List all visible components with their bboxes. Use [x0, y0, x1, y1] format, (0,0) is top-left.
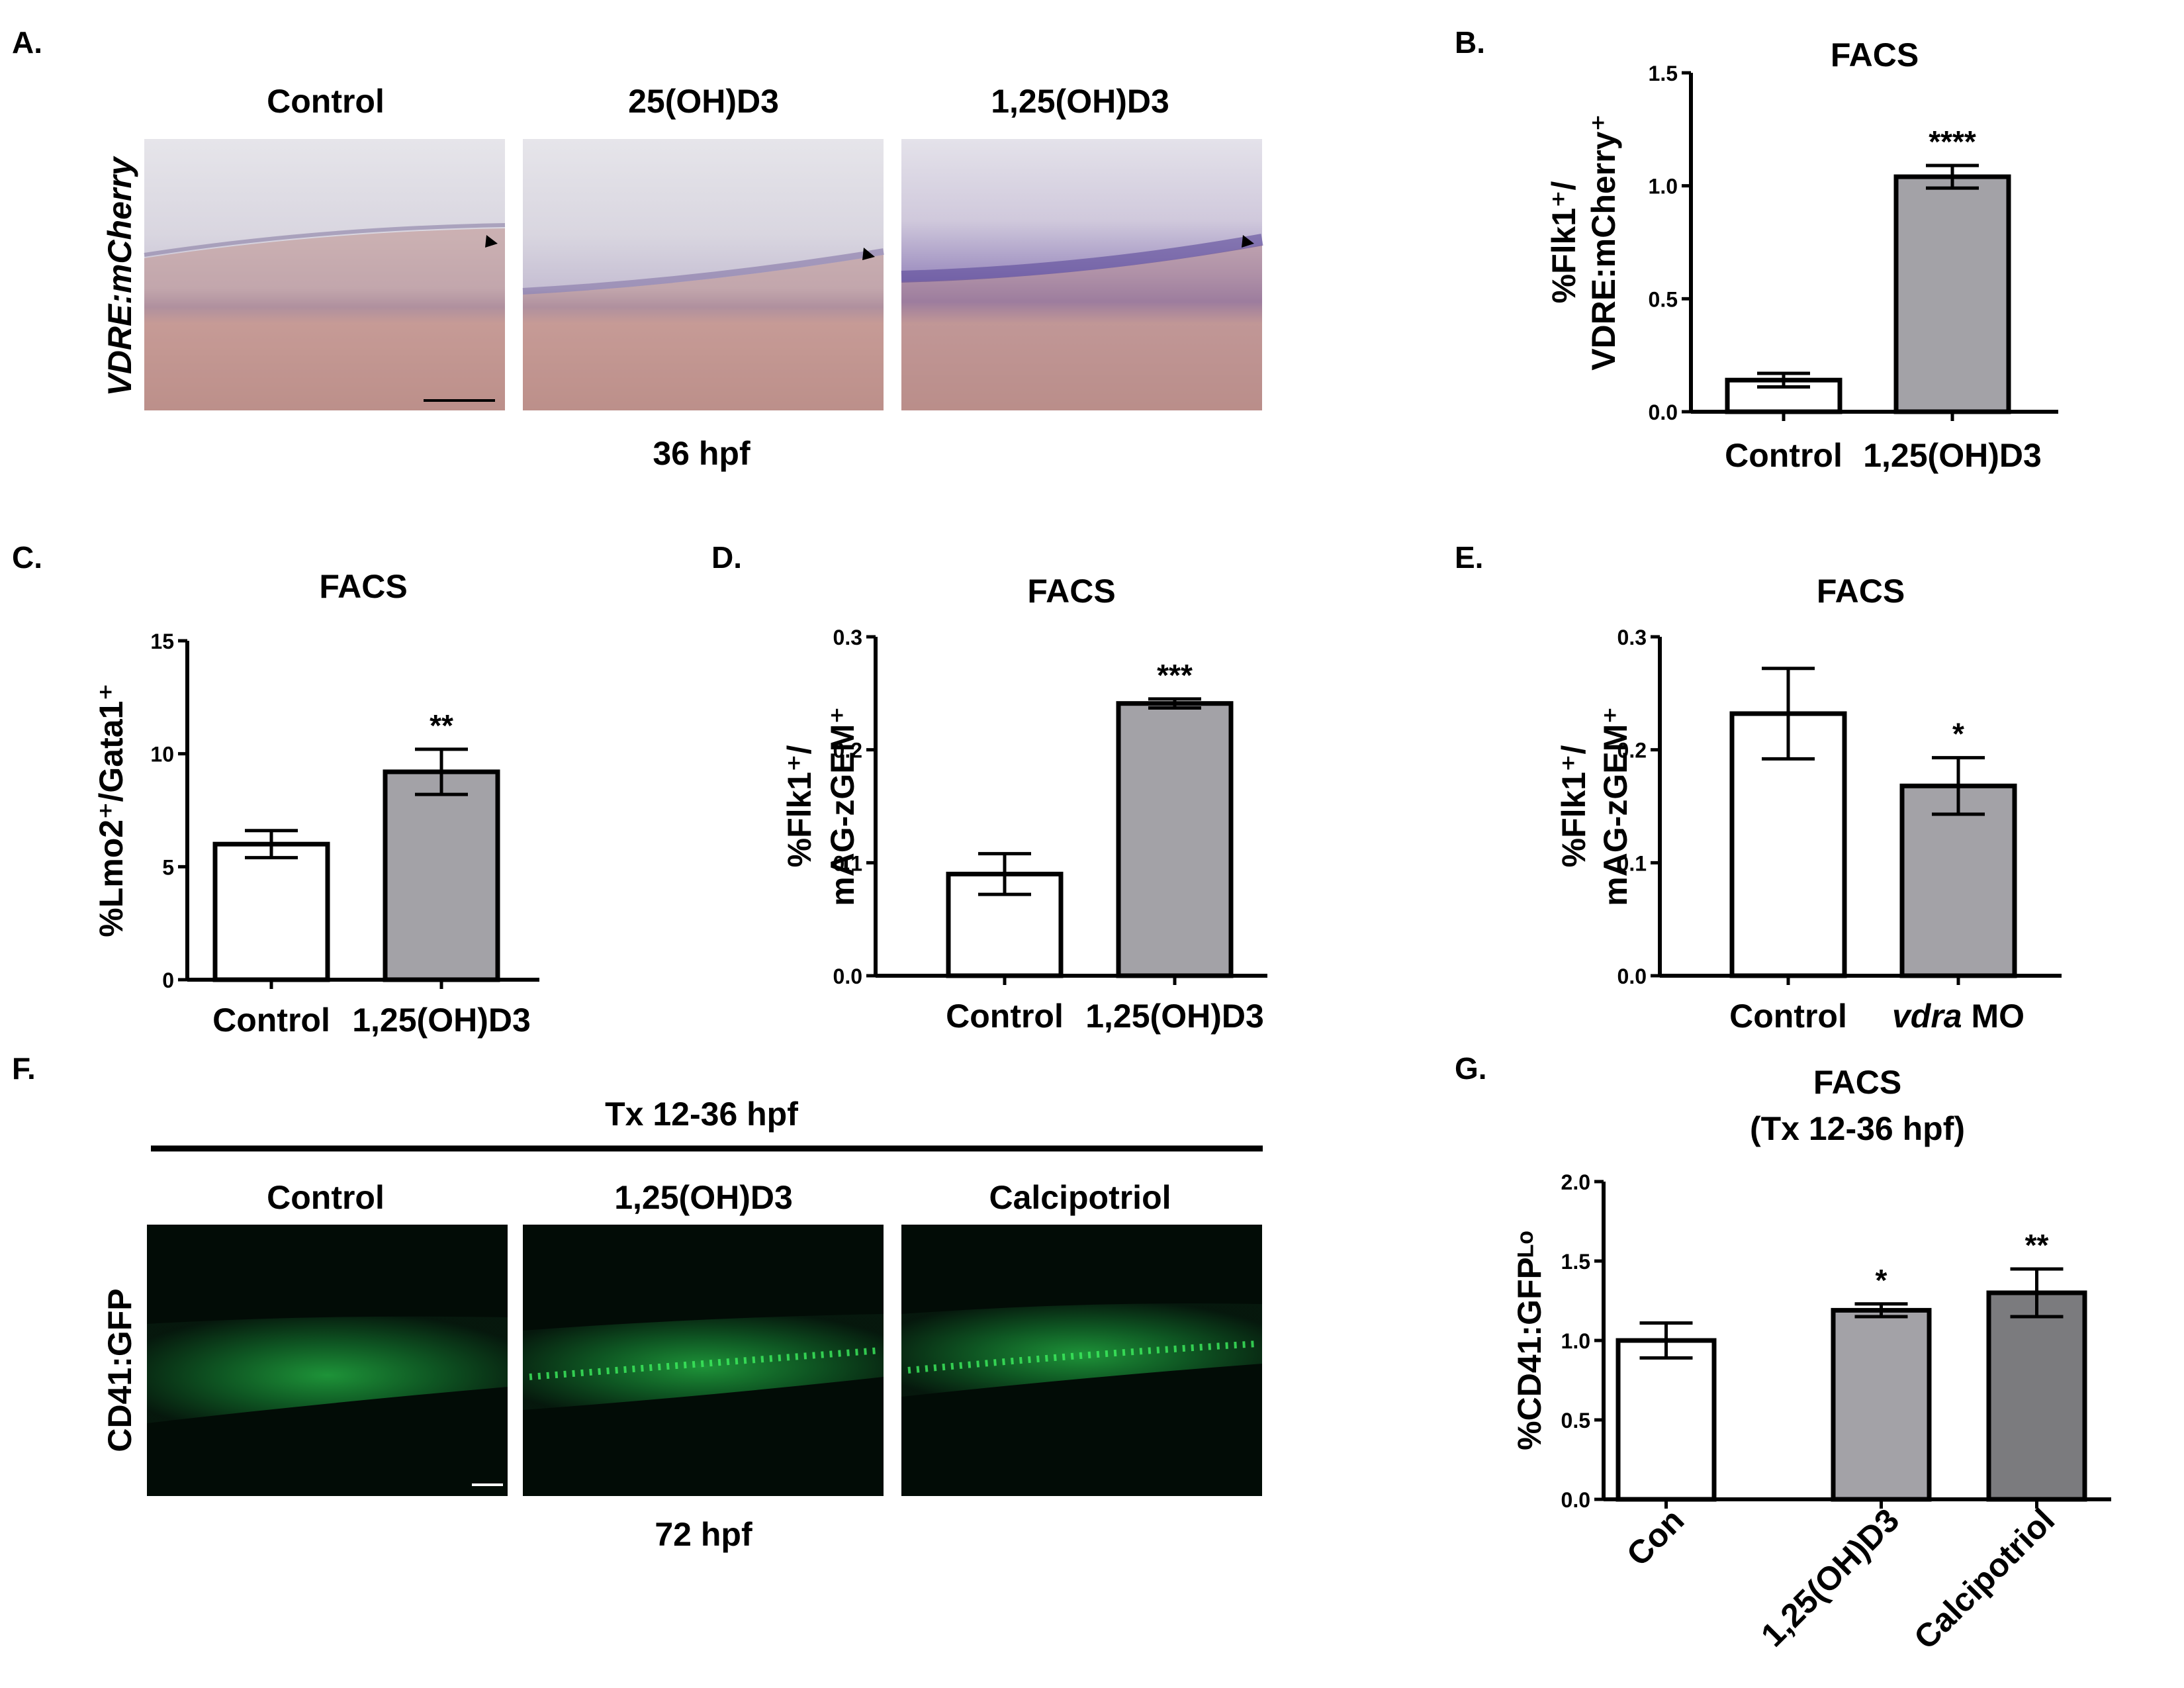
y-tick-label: 1.5 — [1649, 62, 1678, 85]
y-axis-label: %Flk1⁺/ — [1555, 745, 1592, 868]
y-axis-label: %Flk1⁺/ — [1545, 181, 1582, 304]
category-label: Con — [1619, 1501, 1691, 1573]
y-tick-label: 0.3 — [1617, 626, 1647, 649]
y-tick-label: 1.0 — [1561, 1329, 1590, 1353]
fluorescence-image — [901, 1225, 1262, 1496]
column-header: Control — [267, 83, 385, 120]
category-label: Calcipotriol — [1907, 1501, 2062, 1656]
chart-title: FACS — [1817, 573, 1905, 610]
bar — [1116, 701, 1234, 978]
bar-chart-b: FACS %Flk1⁺/VDRE:mCherry⁺ Control **** 1,25(… — [1545, 36, 2058, 474]
bar-chart-d: FACS %Flk1⁺/mAG-zGEM⁺ Control *** 1,25(OH)D3… — [781, 573, 1267, 1035]
category-label: Control — [946, 998, 1064, 1035]
category-label: 1,25(OH)D3 — [1863, 437, 2042, 474]
column-header: Calcipotriol — [989, 1179, 1171, 1216]
significance-label: * — [1876, 1263, 1888, 1297]
bar — [1986, 1290, 2087, 1502]
category-label: Control — [212, 1002, 330, 1039]
column-header: 1,25(OH)D3 — [991, 83, 1169, 120]
stage-label: 72 hpf — [655, 1516, 752, 1553]
panel-letter: A. — [12, 25, 42, 60]
y-axis-label: %Flk1⁺/ — [781, 745, 818, 868]
y-tick-label: 0.5 — [1561, 1409, 1590, 1432]
y-axis-label: mAG-zGEM⁺ — [824, 706, 861, 906]
y-tick-label: 0.0 — [1649, 400, 1678, 424]
row-label: VDRE:mCherry — [101, 156, 138, 396]
treatment-label: Tx 12-36 hpf — [605, 1096, 798, 1133]
y-tick-label: 15 — [150, 630, 174, 653]
panel-letter: G. — [1455, 1051, 1487, 1086]
panel-letter: D. — [711, 540, 742, 575]
y-tick-label: 0 — [162, 968, 174, 992]
y-tick-label: 0.0 — [1617, 964, 1647, 988]
panel-letter: E. — [1455, 540, 1483, 575]
column-header: Control — [267, 1179, 385, 1216]
y-tick-label: 1.0 — [1649, 175, 1678, 199]
significance-label: *** — [1157, 658, 1193, 692]
significance-label: **** — [1929, 124, 1976, 159]
y-tick-label: 10 — [150, 743, 174, 767]
chart-title: FACS — [319, 568, 407, 605]
bar — [383, 769, 500, 982]
column-header: 1,25(OH)D3 — [614, 1179, 793, 1216]
row-label: CD41:GFP — [101, 1288, 138, 1452]
significance-label: ** — [430, 708, 453, 743]
y-tick-label: 2.0 — [1561, 1170, 1590, 1194]
category-label: vdra MO — [1892, 998, 2025, 1035]
y-axis-label: %CD41:GFPᴸᵒ — [1511, 1231, 1548, 1450]
y-tick-label: 0.0 — [833, 964, 862, 988]
column-header: 25(OH)D3 — [628, 83, 779, 120]
micrograph-image — [901, 139, 1263, 410]
y-tick-label: 0.2 — [833, 739, 862, 763]
category-label: Control — [1725, 437, 1843, 474]
bar — [1831, 1307, 1932, 1502]
fluorescence-image — [523, 1225, 884, 1496]
y-axis-label: mAG-zGEM⁺ — [1597, 706, 1634, 906]
bar — [1899, 783, 2017, 978]
category-label: Control — [1729, 998, 1847, 1035]
category-label: 1,25(OH)D3 — [1085, 998, 1264, 1035]
y-axis-label: %Lmo2⁺/Gata1⁺ — [93, 683, 130, 937]
y-tick-label: 0.2 — [1617, 739, 1647, 763]
fluorescence-image — [147, 1225, 508, 1496]
chart-title: FACS — [1027, 573, 1115, 610]
y-tick-label: 1.5 — [1561, 1250, 1590, 1274]
panel-letter: F. — [12, 1051, 36, 1086]
micrograph-image — [522, 139, 884, 410]
bar-chart-c: FACS %Lmo2⁺/Gata1⁺ Control ** 1,25(OH)D3 0 5 10… — [93, 568, 539, 1039]
y-tick-label: 5 — [162, 855, 174, 879]
chart-title: FACS — [1831, 36, 1919, 73]
bar-chart-g: FACS (Tx 12-36 hpf) %CD41:GFPᴸᵒ Con * 1,25(OH… — [1511, 1064, 2111, 1656]
bar — [1615, 1338, 1717, 1502]
bar — [1893, 174, 2011, 414]
stage-label: 36 hpf — [653, 435, 751, 472]
y-tick-label: 0.1 — [1617, 851, 1647, 875]
chart-title: FACS — [1813, 1064, 1901, 1101]
panel-letter: B. — [1455, 25, 1485, 60]
y-tick-label: 0.3 — [833, 626, 862, 649]
y-tick-label: 0.0 — [1561, 1488, 1590, 1512]
significance-label: * — [1952, 717, 1964, 751]
panel-letter: C. — [12, 540, 42, 575]
y-tick-label: 0.1 — [833, 851, 862, 875]
category-label: 1,25(OH)D3 — [352, 1002, 531, 1039]
y-axis-label: VDRE:mCherry⁺ — [1585, 114, 1622, 371]
chart-subtitle: (Tx 12-36 hpf) — [1750, 1110, 1965, 1147]
category-label: 1,25(OH)D3 — [1754, 1501, 1906, 1654]
y-tick-label: 0.5 — [1649, 287, 1678, 311]
micrograph-image — [144, 139, 506, 410]
bar-chart-e: FACS %Flk1⁺/mAG-zGEM⁺ Control * vdra MO 0.0 0.… — [1555, 573, 2062, 1035]
significance-label: ** — [2025, 1228, 2049, 1262]
bar — [212, 841, 330, 982]
